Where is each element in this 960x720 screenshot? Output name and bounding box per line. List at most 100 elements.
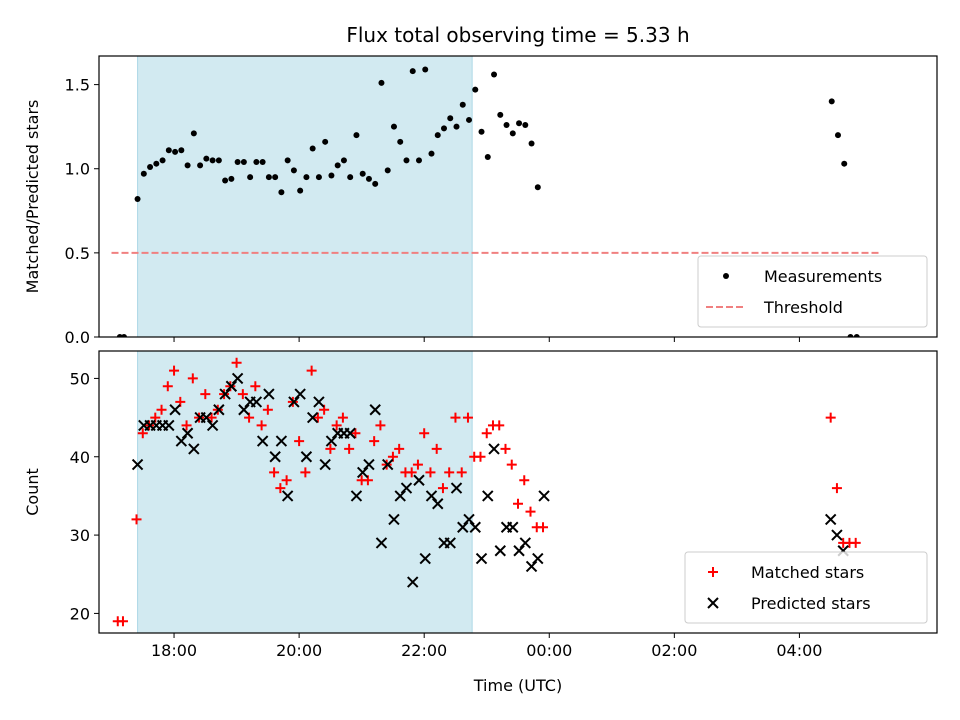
measurement-point [134,196,141,203]
measurement-point [459,101,466,108]
measurement-point [347,174,354,181]
matched-star-point [312,412,323,423]
measurement-point [440,125,447,132]
matched-star-point [281,475,292,486]
matched-star-point [162,381,173,392]
measurement-point [315,174,322,181]
predicted-star-point [275,435,288,447]
shaded-observing-window [137,350,473,634]
matched-star-point [206,412,217,423]
matched-star-point [425,467,436,478]
matched-star-point [344,443,355,454]
matched-star-point [325,443,336,454]
predicted-star-point [181,427,194,439]
matched-star-point [519,475,530,486]
measurement-point [353,132,360,139]
predicted-star-point [231,372,244,385]
measurement-point [290,167,297,174]
measurement-point [497,111,504,118]
predicted-star-point [824,513,837,526]
matched-star-point [375,420,386,431]
matched-star-point [475,451,486,462]
x-tick-label: 20:00 [276,641,322,660]
y-tick-label: 20 [70,604,90,623]
measurement-point [534,184,541,191]
measurement-point [190,130,197,137]
predicted-star-point [463,513,475,526]
x-tick-label: 22:00 [401,641,447,660]
matched-star-point [494,420,505,431]
legend-matched-swatch [708,567,718,577]
matched-star-point [481,428,492,439]
predicted-star-point [356,466,369,479]
y-tick-label: 0.0 [65,328,90,347]
measurement-point [184,162,191,169]
x-axis-label: Time (UTC) [473,676,562,695]
matched-star-point [500,443,511,454]
matched-star-point [337,412,348,423]
matched-star-point [262,404,273,415]
predicted-star-point [532,552,544,565]
measurement-point [378,79,385,86]
predicted-star-point [325,435,338,447]
measurement-point [259,159,266,166]
matched-star-point [456,467,467,478]
matched-star-point [237,389,248,400]
measurement-point [328,172,335,179]
predicted-star-point [163,419,175,432]
measurement-point [472,86,479,93]
predicted-star-point [256,435,269,447]
legend-measurement-swatch [723,273,729,279]
measurement-point [447,115,454,122]
matched-star-point [137,428,148,439]
measurement-point [240,159,247,166]
predicted-star-point [225,380,238,392]
matched-star-point [331,420,342,431]
measurement-point [841,160,848,167]
measurement-point [828,98,835,105]
predicted-star-point [407,576,419,588]
x-tick-label: 04:00 [776,641,822,660]
predicted-star-point [469,521,481,533]
predicted-star-point [319,458,331,471]
predicted-star-point [400,482,413,494]
predicted-star-point [513,545,525,557]
measurement-point [372,180,379,187]
measurement-point [153,160,160,167]
predicted-star-point [294,388,306,400]
matched-star-point [200,389,211,400]
matched-star-point [394,443,405,454]
top-panel: 0.0 0.5 1.0 1.5 Matched/Predicted stars Measu… [23,55,938,347]
matched-star-point [294,436,305,447]
chart-title: Flux total observing time = 5.33 h [346,23,689,47]
series-predicted-stars [131,372,849,588]
matched-star-point [256,420,267,431]
predicted-star-point [382,458,394,471]
predicted-star-point [482,490,494,502]
matched-star-point [231,357,242,368]
matched-star-point [419,428,430,439]
matched-star-point [269,467,280,478]
measurement-point [516,120,523,127]
measurement-point [397,138,404,145]
predicted-star-point [213,404,225,416]
measurement-point [390,123,397,130]
matched-star-point [406,467,417,478]
measurement-point [265,174,272,181]
matched-star-point [513,498,523,509]
predicted-star-point [457,521,469,533]
measurement-point [503,121,510,128]
predicted-star-point [263,388,275,400]
measurement-point [466,116,473,123]
predicted-star-point [238,404,250,416]
x-tick-label: 00:00 [526,641,572,660]
predicted-star-point [200,411,213,424]
matched-star-point [437,483,448,494]
predicted-star-point [281,490,294,502]
axes-frame [98,55,938,338]
matched-star-point [181,420,192,431]
matched-star-point [831,483,842,494]
predicted-star-point [313,396,325,408]
measurement-point [147,164,154,171]
